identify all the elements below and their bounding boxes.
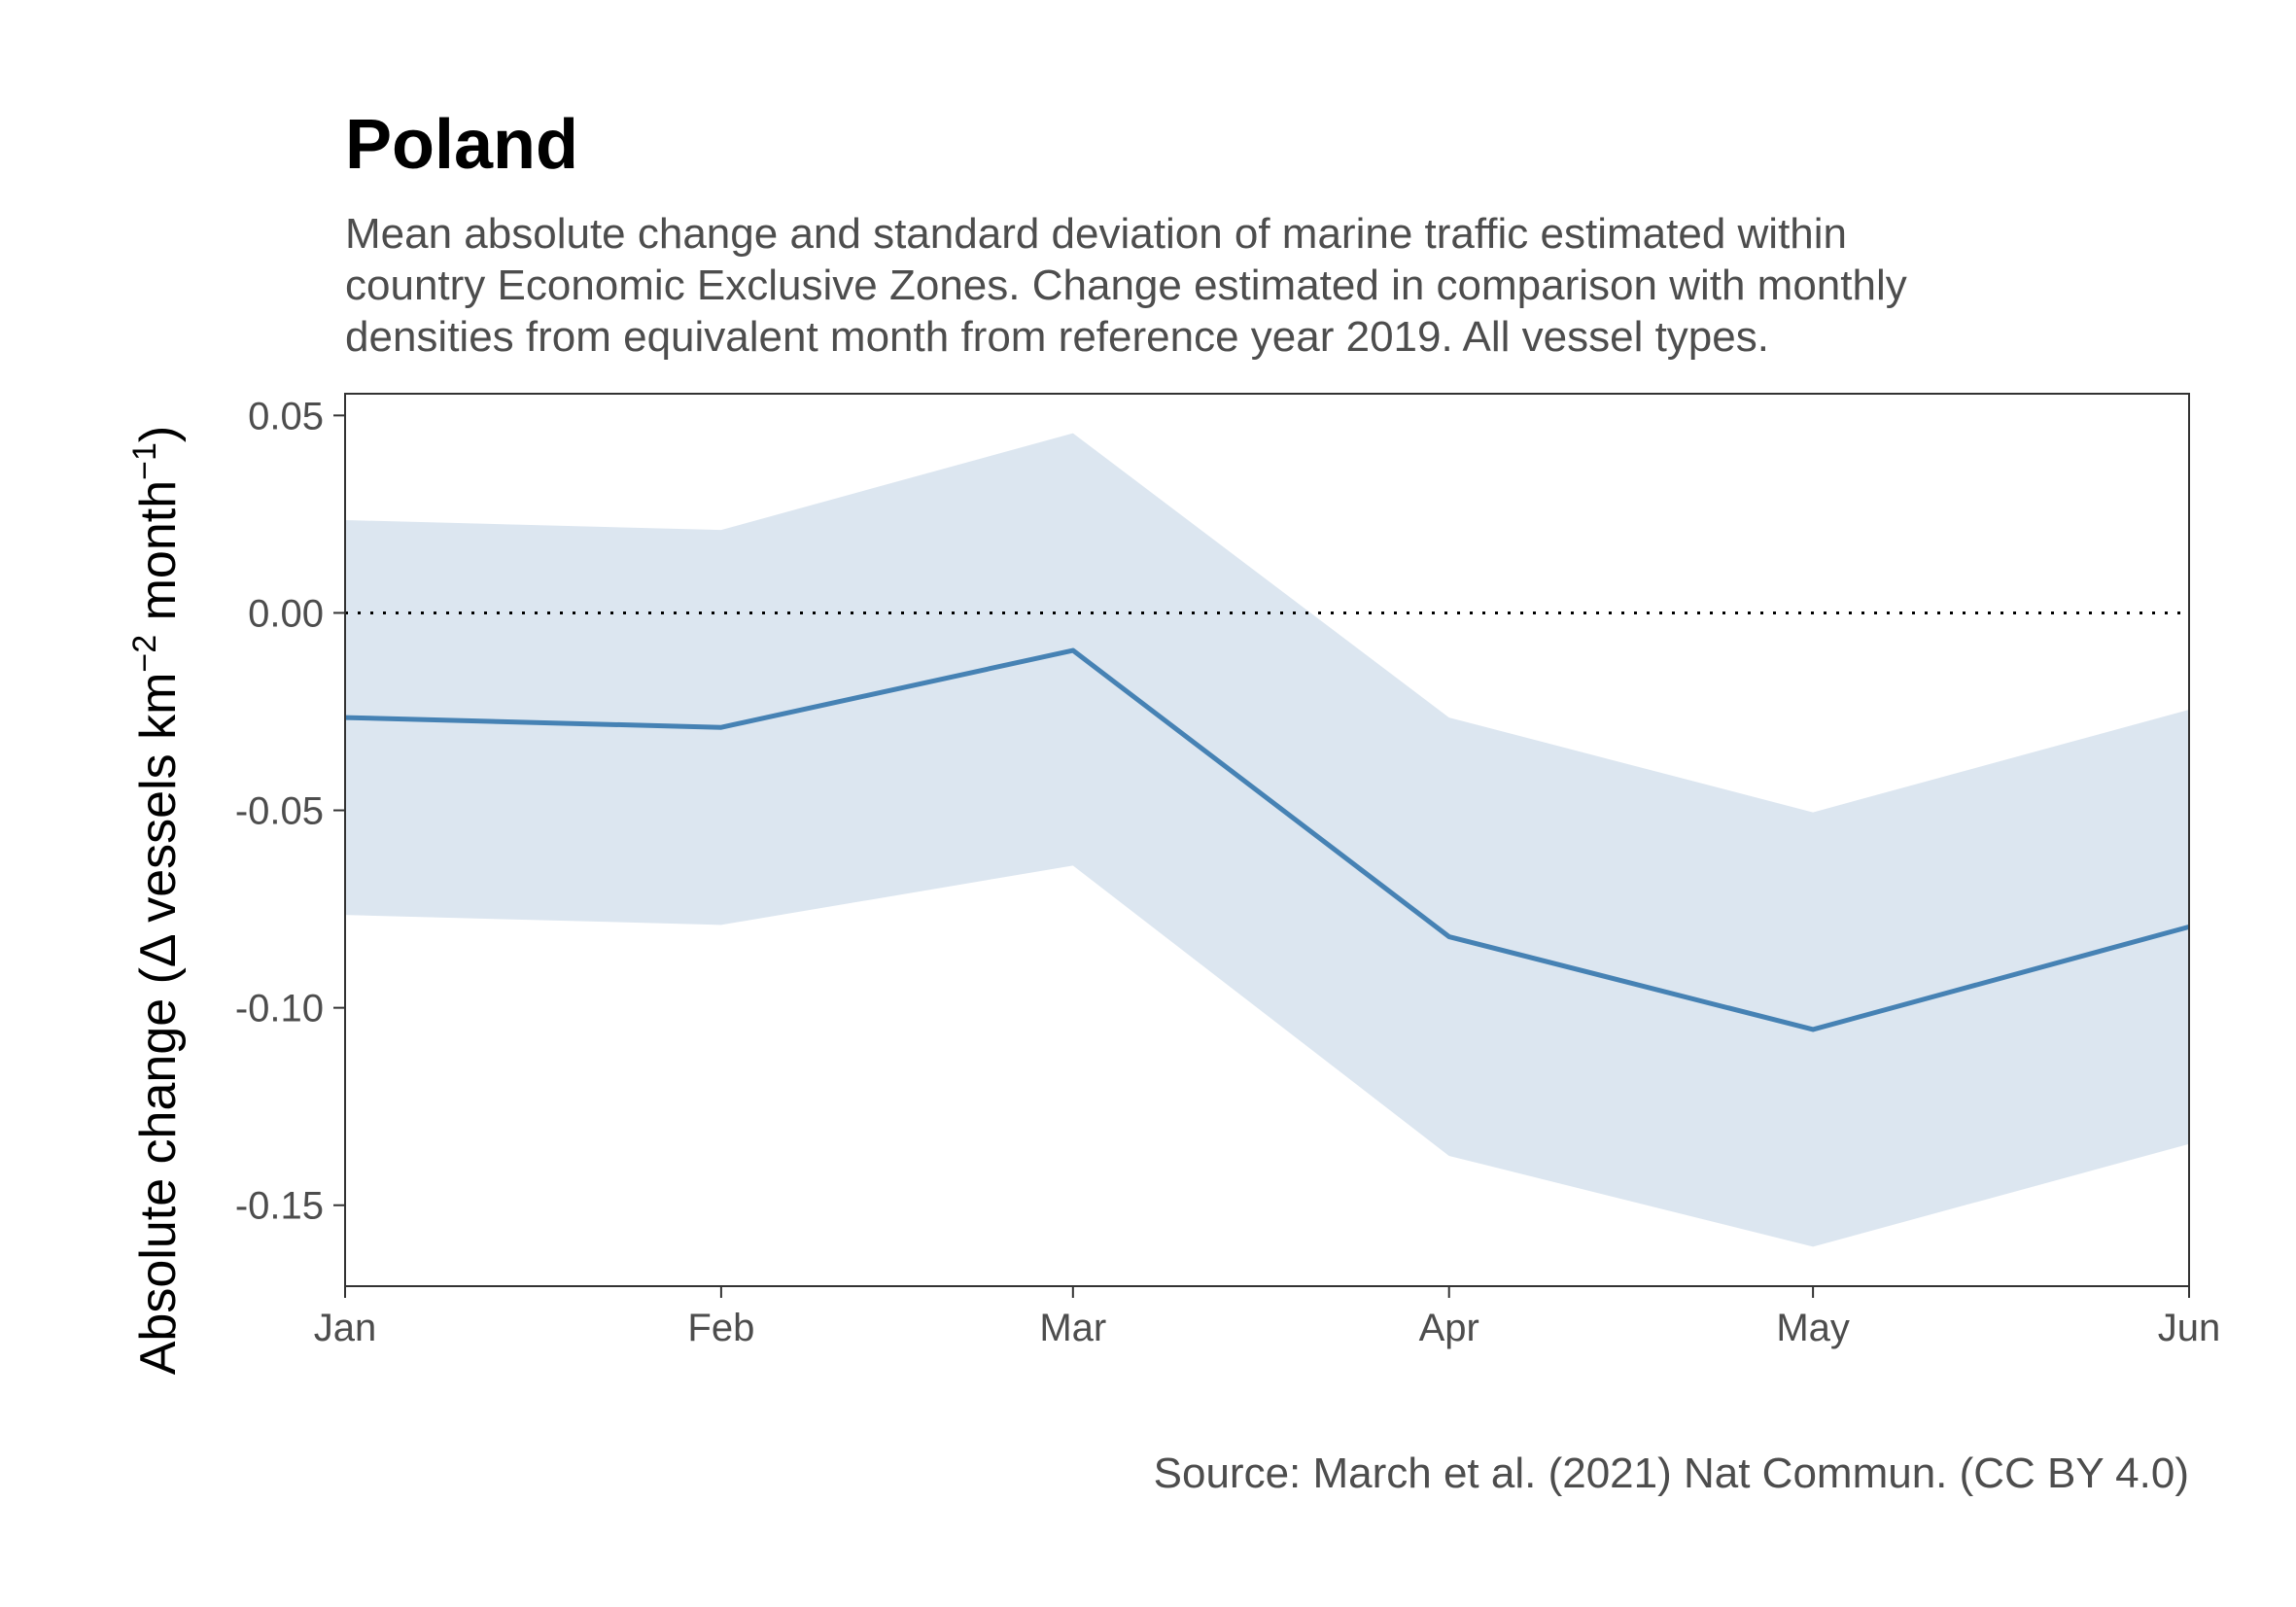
chart-subtitle-line-1: Mean absolute change and standard deviat…: [345, 210, 1847, 258]
y-axis-title-exponent-2: −1: [126, 442, 163, 480]
mean-change-line: [344, 647, 2190, 1032]
y-tick-label-2: -0.05: [235, 790, 324, 833]
x-tick-label-1: Feb: [687, 1307, 754, 1349]
chart-title: Poland: [345, 106, 578, 184]
y-tick-label-0: 0.05: [248, 395, 324, 437]
chart-subtitle-line-2: country Economic Exclusive Zones. Change…: [345, 262, 1907, 309]
chart-subtitle-line-3: densities from equivalent month from ref…: [345, 313, 1769, 361]
y-axis-title: Absolute change (Δ vessels km−2 month−1): [126, 426, 187, 1376]
y-tick-label-1: 0.00: [248, 592, 324, 635]
sd-ribbon: [345, 433, 2189, 1247]
y-tick-label-3: -0.10: [235, 988, 324, 1031]
y-tick-label-4: -0.15: [235, 1185, 324, 1228]
y-axis-title-suffix: ): [130, 426, 187, 442]
plot-panel-border: [344, 393, 2190, 1287]
plot-area: 0.05 0.00 -0.05 -0.10 -0.15 Jan Feb Mar Apr May Ju…: [235, 393, 2221, 1349]
y-axis-title-month: month: [130, 480, 187, 635]
x-tick-label-0: Jan: [314, 1307, 377, 1349]
y-axis-title-prefix: Absolute change (: [130, 966, 187, 1375]
y-axis-title-units: vessels km: [130, 673, 187, 937]
y-axis-title-exponent-1: −2: [126, 635, 163, 673]
x-tick-label-2: Mar: [1039, 1307, 1106, 1349]
x-tick-label-3: Apr: [1419, 1307, 1479, 1349]
y-axis-title-delta: Δ: [130, 934, 187, 967]
x-tick-label-5: Jun: [2158, 1307, 2221, 1349]
x-tick-label-4: May: [1776, 1307, 1850, 1349]
chart-caption: Source: March et al. (2021) Nat Commun. …: [1154, 1450, 2189, 1497]
